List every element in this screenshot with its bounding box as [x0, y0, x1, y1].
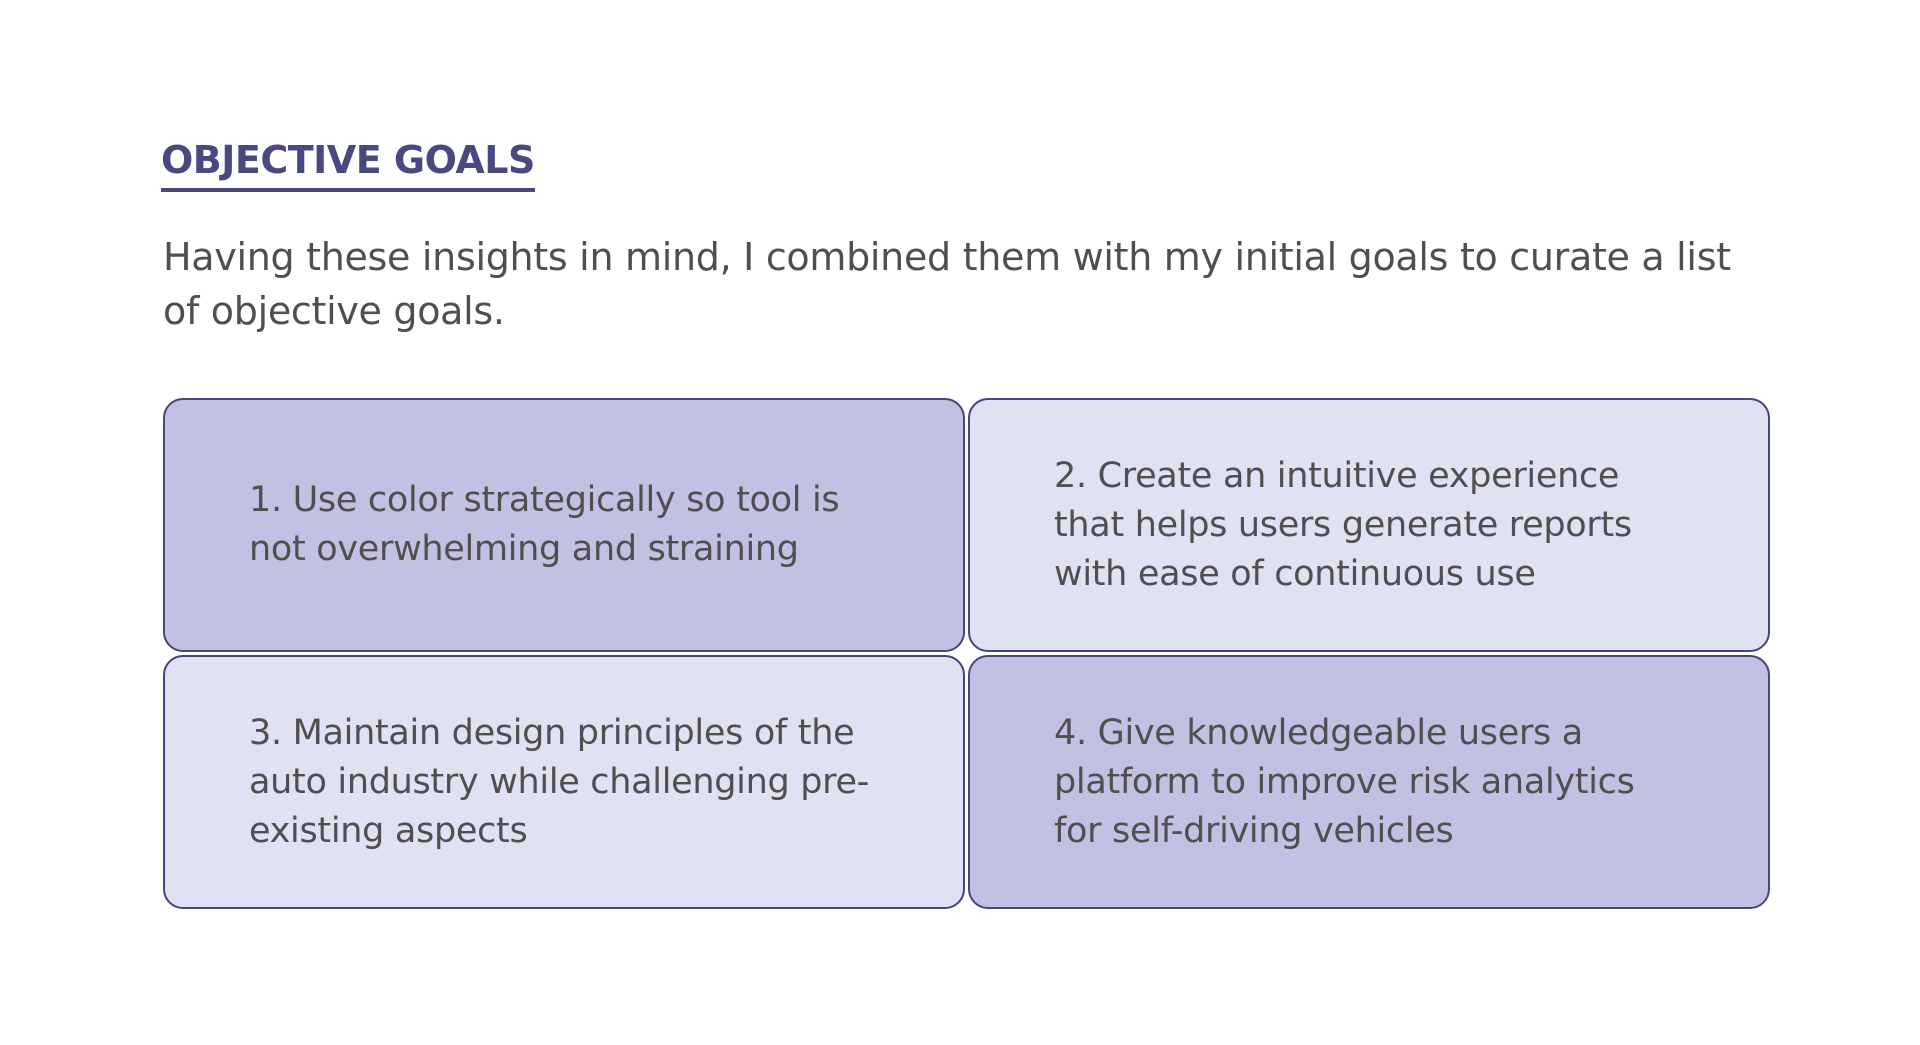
section-heading: OBJECTIVE GOALS	[161, 136, 535, 192]
goal-text-4: 4. Give knowledgeable users a platform t…	[1054, 712, 1635, 851]
goal-card-1: 1. Use color strategically so tool is no…	[163, 398, 965, 652]
goal-text-1: 1. Use color strategically so tool is no…	[249, 480, 840, 569]
goal-card-2: 2. Create an intuitive experience that h…	[968, 398, 1770, 652]
goals-grid: 1. Use color strategically so tool is no…	[163, 398, 1770, 909]
goal-card-3: 3. Maintain design principles of the aut…	[163, 655, 965, 909]
goal-card-4: 4. Give knowledgeable users a platform t…	[968, 655, 1770, 909]
intro-paragraph: Having these insights in mind, I combine…	[163, 235, 1731, 333]
goal-text-2: 2. Create an intuitive experience that h…	[1054, 455, 1632, 594]
objective-goals-section: OBJECTIVE GOALS Having these insights in…	[161, 136, 1771, 338]
goal-text-3: 3. Maintain design principles of the aut…	[249, 712, 870, 851]
